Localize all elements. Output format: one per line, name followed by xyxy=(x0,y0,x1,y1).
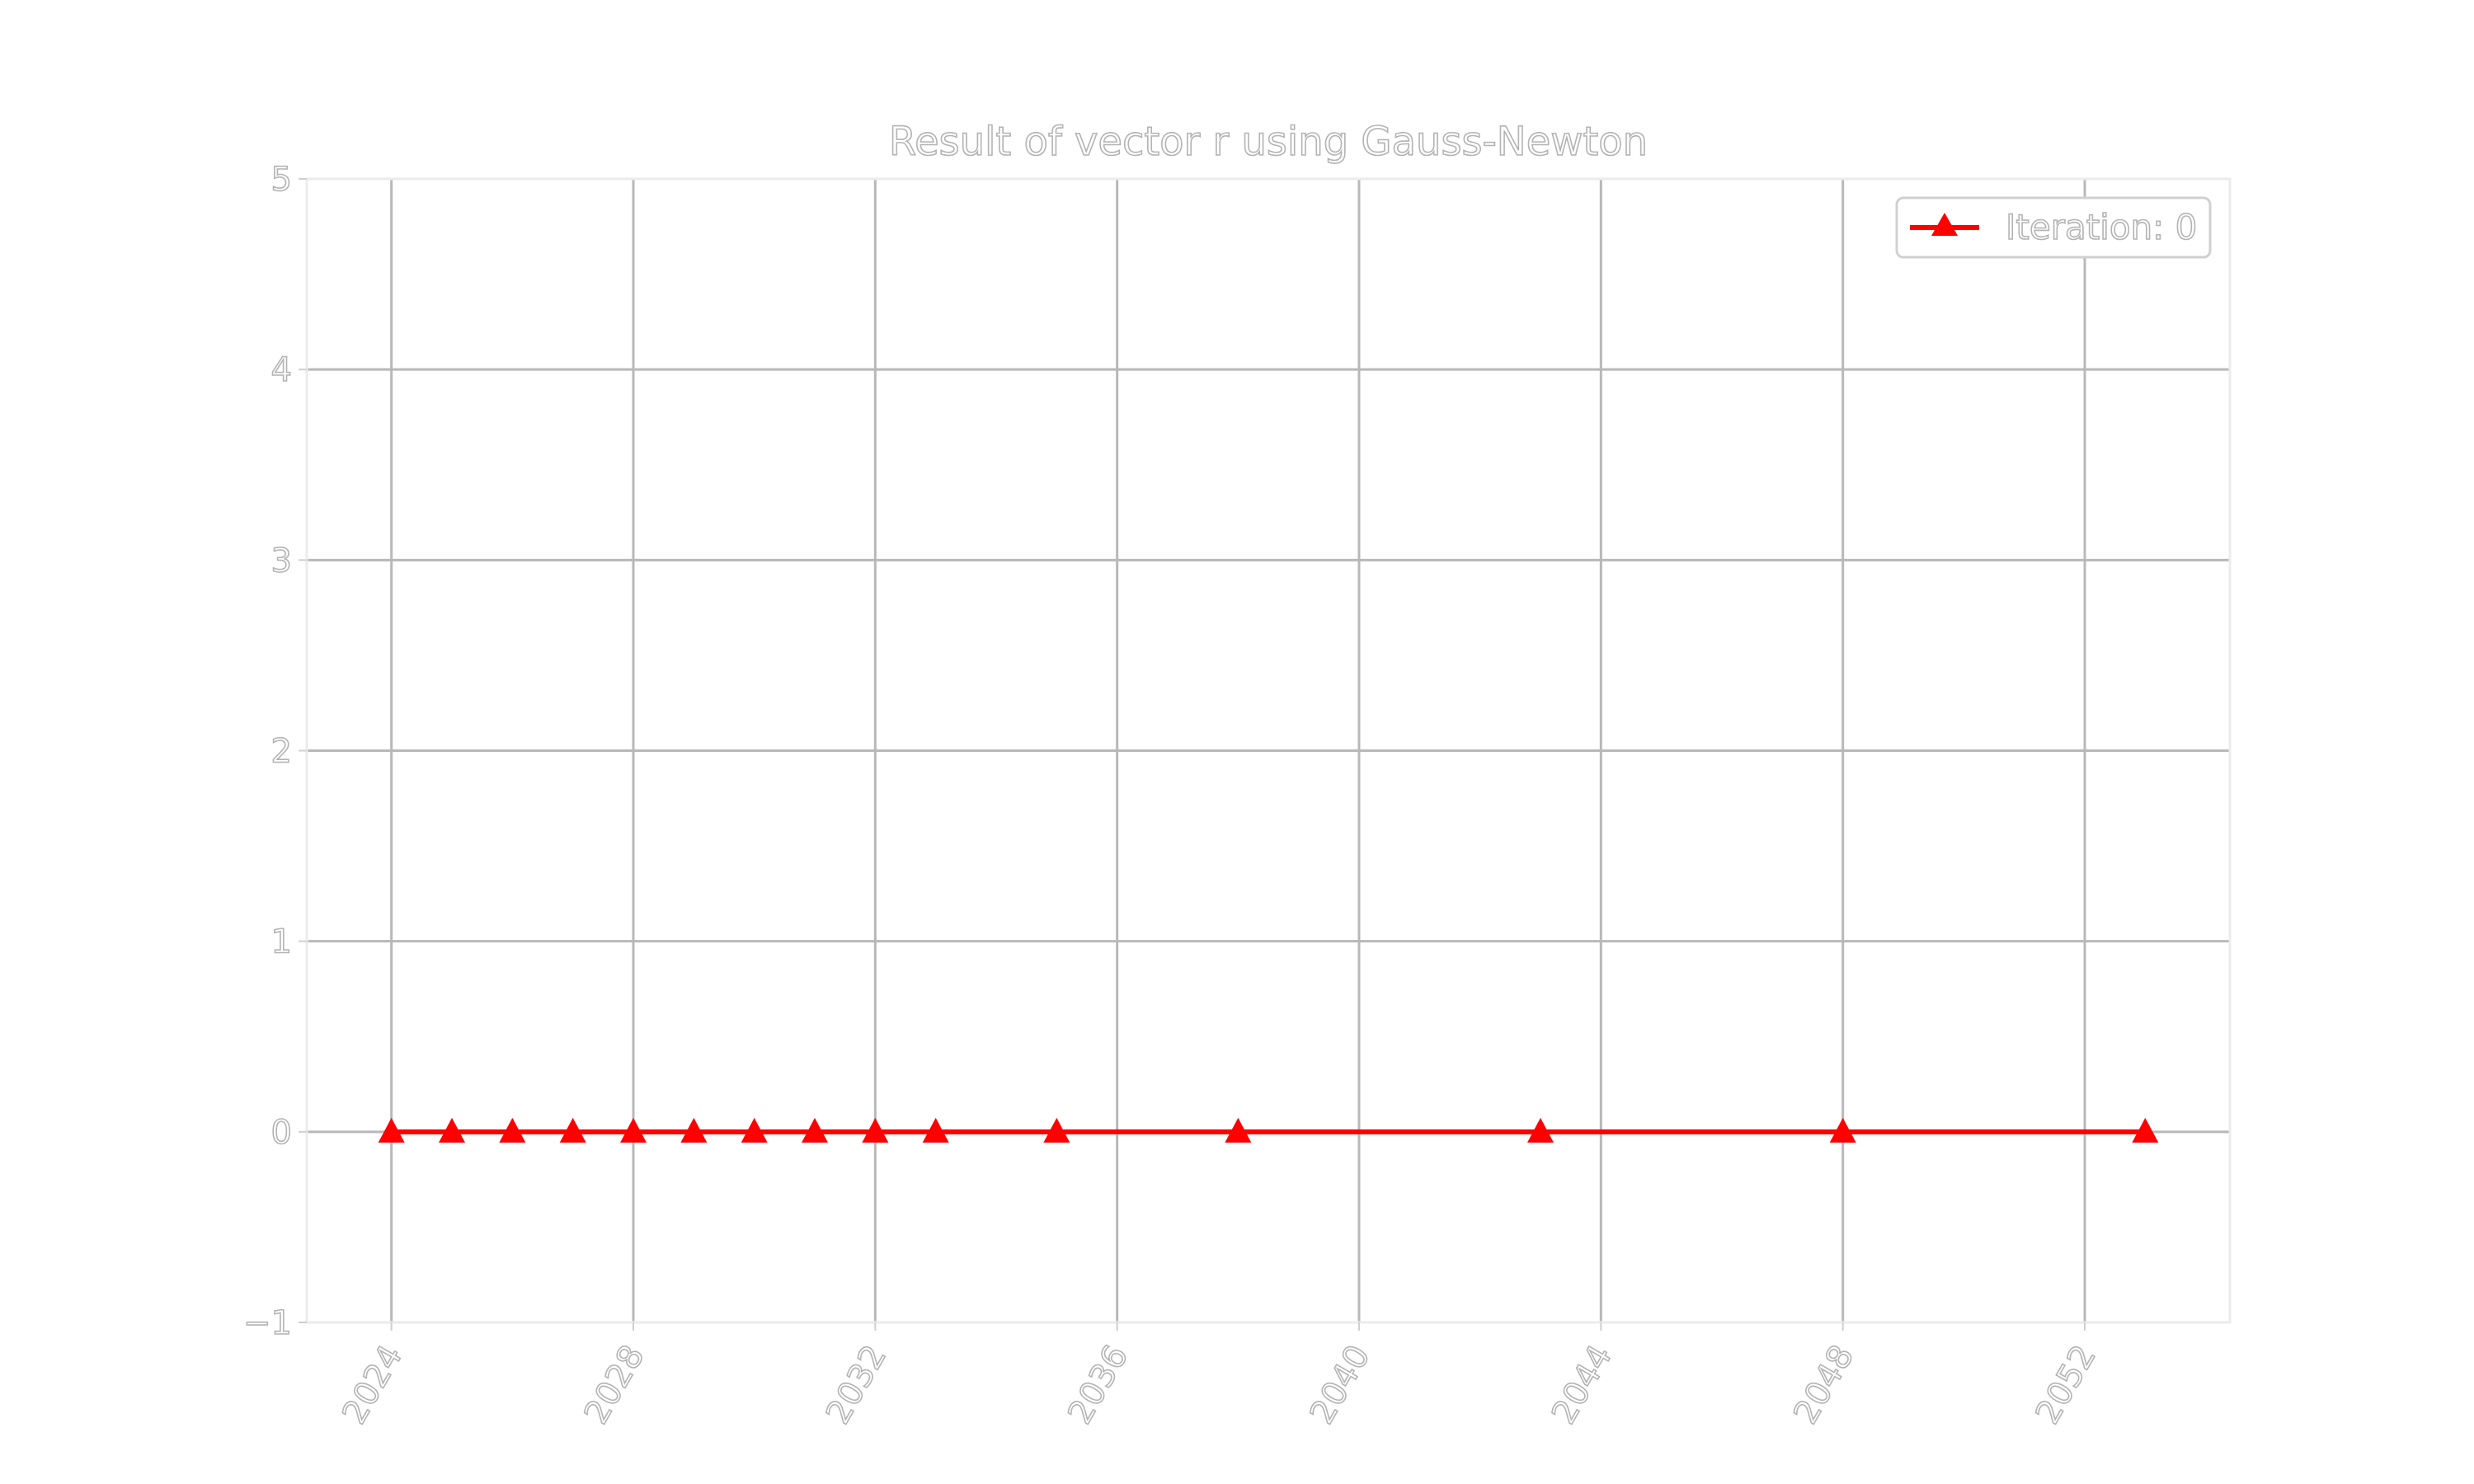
y-tick-label: 4 xyxy=(271,351,292,389)
data-point-marker xyxy=(862,1117,889,1143)
data-point-marker xyxy=(2132,1117,2159,1143)
series-layer xyxy=(378,1117,2159,1143)
chart-title: Result of vector r using Gauss-Newton xyxy=(889,119,1648,165)
y-tick-label: 3 xyxy=(271,542,292,580)
y-tick-label: 1 xyxy=(271,923,292,961)
data-point-marker xyxy=(439,1117,465,1143)
data-point-marker xyxy=(741,1117,768,1143)
legend-triangle-marker xyxy=(1931,213,1958,236)
legend-label: Iteration: 0 xyxy=(2006,207,2197,247)
data-point-marker xyxy=(1043,1117,1070,1143)
data-point-marker xyxy=(1829,1117,1856,1143)
y-tick-label: 2 xyxy=(271,733,292,771)
data-point-marker xyxy=(680,1117,708,1143)
data-point-marker xyxy=(378,1117,405,1143)
data-point-marker xyxy=(1225,1117,1252,1143)
y-tick-label: 5 xyxy=(271,161,292,199)
data-point-marker xyxy=(922,1117,949,1143)
y-tick-label: −1 xyxy=(243,1304,292,1342)
y-tick-label: 0 xyxy=(271,1114,292,1152)
data-point-marker xyxy=(559,1117,586,1143)
data-point-marker xyxy=(1527,1117,1554,1143)
legend-box xyxy=(1895,196,2212,259)
data-point-marker xyxy=(499,1117,526,1143)
data-point-marker xyxy=(802,1117,828,1143)
data-point-marker xyxy=(620,1117,647,1143)
legend: Iteration: 0 xyxy=(1895,196,2212,259)
